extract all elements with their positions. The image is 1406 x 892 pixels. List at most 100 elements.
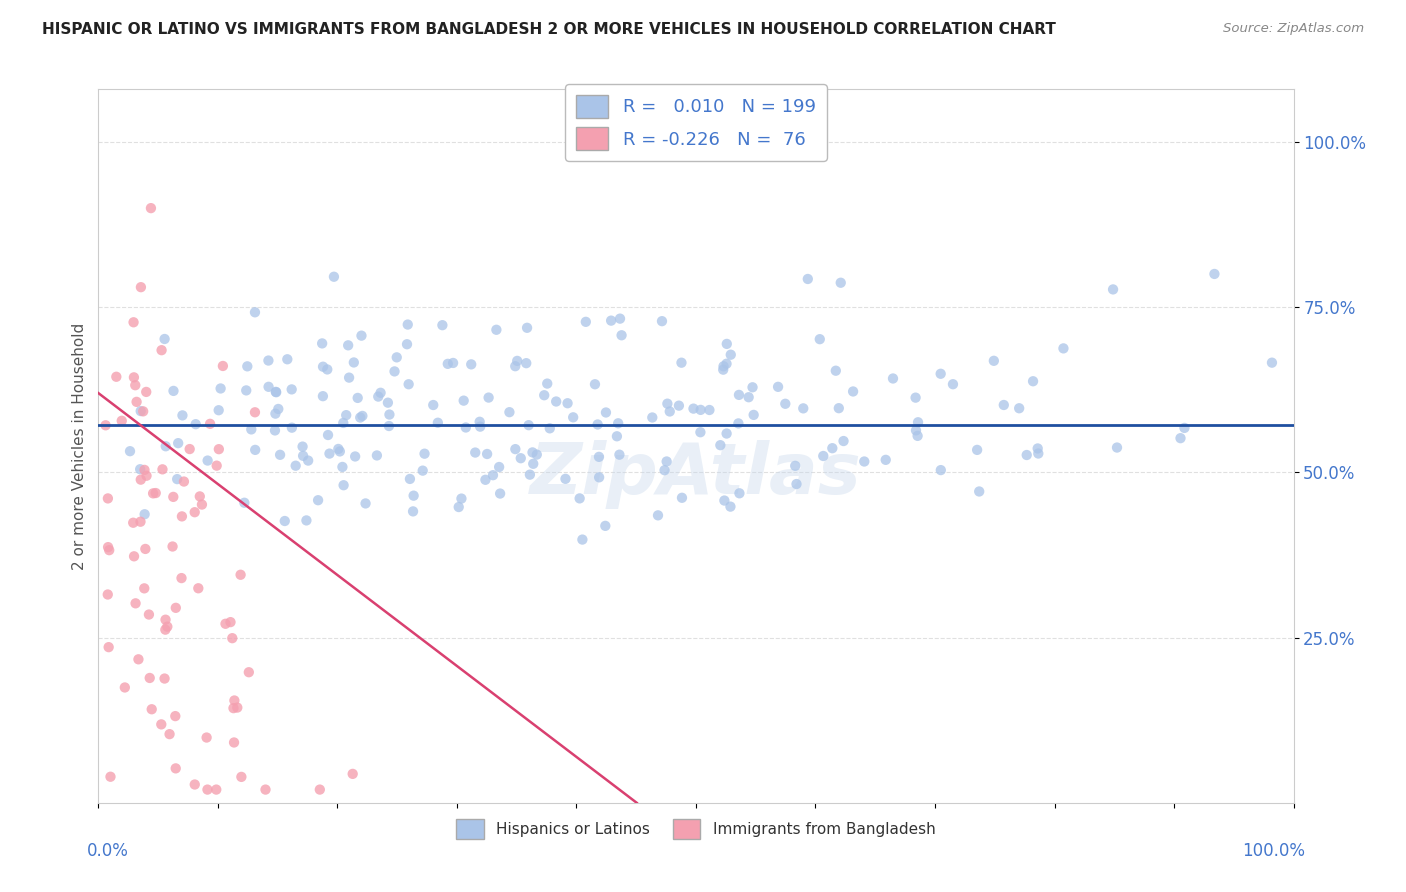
Point: [503, 359, 526, 374]
Point: [97, 640, 120, 655]
Point: [453, 393, 475, 408]
Legend: Hispanics or Latinos, Immigrants from Bangladesh: Hispanics or Latinos, Immigrants from Ba…: [450, 814, 942, 845]
Point: [97, 540, 120, 554]
Point: [219, 615, 242, 629]
Point: [1052, 342, 1074, 356]
Point: [281, 420, 304, 434]
Point: [226, 700, 249, 714]
Point: [135, 384, 157, 399]
Point: [135, 468, 157, 483]
Point: [316, 428, 339, 442]
Point: [127, 652, 149, 666]
Point: [711, 362, 734, 376]
Point: [267, 401, 290, 416]
Point: [515, 356, 537, 370]
Point: [509, 451, 531, 466]
Point: [243, 305, 266, 319]
Point: [588, 450, 610, 464]
Point: [366, 449, 388, 463]
Point: [607, 417, 630, 431]
Point: [312, 359, 335, 374]
Point: [141, 702, 163, 716]
Point: [94, 418, 117, 433]
Point: [668, 399, 690, 413]
Point: [370, 385, 392, 400]
Point: [155, 613, 177, 627]
Point: [214, 616, 236, 631]
Point: [797, 272, 820, 286]
Point: [904, 423, 927, 437]
Point: [942, 377, 965, 392]
Point: [741, 380, 763, 394]
Point: [354, 496, 377, 510]
Point: [329, 444, 352, 458]
Point: [689, 403, 711, 417]
Text: 100.0%: 100.0%: [1243, 842, 1306, 860]
Point: [647, 508, 669, 523]
Point: [498, 405, 520, 419]
Point: [766, 380, 789, 394]
Point: [166, 472, 188, 486]
Point: [342, 767, 364, 781]
Point: [470, 419, 492, 434]
Point: [197, 453, 219, 467]
Text: HISPANIC OR LATINO VS IMMIGRANTS FROM BANGLADESH 2 OR MORE VEHICLES IN HOUSEHOLD: HISPANIC OR LATINO VS IMMIGRANTS FROM BA…: [42, 22, 1056, 37]
Point: [720, 500, 742, 514]
Point: [422, 398, 444, 412]
Point: [538, 421, 561, 435]
Point: [284, 458, 307, 473]
Point: [785, 458, 807, 473]
Point: [536, 376, 558, 391]
Point: [335, 408, 357, 422]
Point: [231, 770, 253, 784]
Point: [606, 429, 628, 443]
Point: [657, 397, 679, 411]
Point: [155, 623, 177, 637]
Point: [162, 490, 184, 504]
Point: [716, 357, 738, 371]
Point: [98, 543, 121, 558]
Point: [993, 398, 1015, 412]
Point: [235, 384, 257, 398]
Point: [187, 581, 209, 595]
Point: [134, 541, 156, 556]
Point: [212, 359, 235, 373]
Point: [208, 442, 231, 457]
Point: [432, 318, 454, 333]
Point: [145, 486, 167, 500]
Point: [118, 444, 141, 458]
Point: [786, 477, 808, 491]
Point: [792, 401, 814, 416]
Point: [165, 709, 187, 723]
Point: [505, 442, 527, 457]
Point: [830, 276, 852, 290]
Point: [124, 596, 146, 610]
Point: [832, 434, 855, 448]
Point: [159, 727, 181, 741]
Point: [122, 549, 145, 564]
Point: [172, 409, 194, 423]
Point: [233, 496, 256, 510]
Point: [318, 447, 340, 461]
Point: [257, 380, 280, 394]
Point: [713, 493, 735, 508]
Point: [655, 454, 678, 468]
Point: [292, 449, 315, 463]
Point: [129, 473, 152, 487]
Point: [517, 418, 540, 433]
Point: [264, 407, 287, 421]
Point: [269, 448, 291, 462]
Point: [464, 445, 486, 459]
Point: [367, 390, 389, 404]
Point: [152, 462, 174, 476]
Point: [312, 389, 335, 403]
Point: [709, 438, 731, 452]
Point: [377, 395, 399, 409]
Point: [595, 405, 617, 419]
Point: [332, 416, 354, 430]
Point: [478, 391, 501, 405]
Point: [170, 509, 193, 524]
Point: [243, 405, 266, 419]
Point: [162, 384, 184, 398]
Point: [671, 356, 693, 370]
